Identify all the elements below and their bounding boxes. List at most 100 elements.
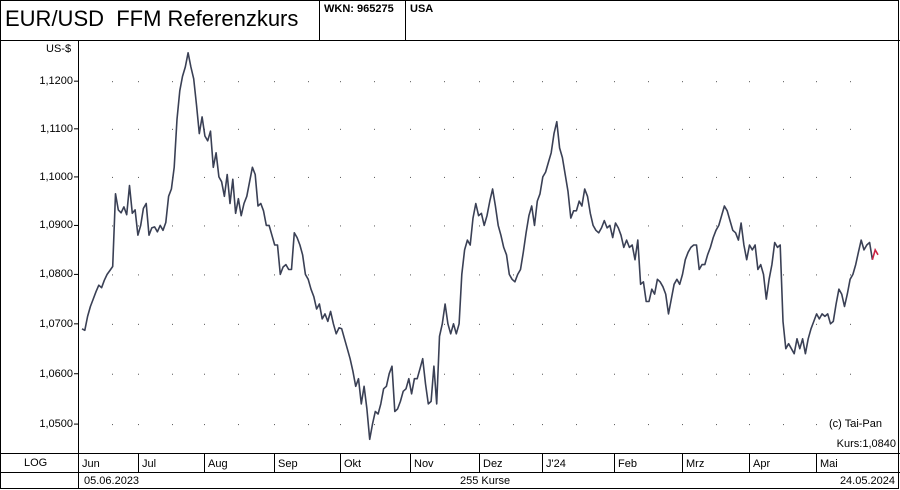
grid-dot [374,225,375,227]
grid-dot [204,373,205,375]
month-tick [749,454,750,472]
grid-dot [374,323,375,325]
footer-separator [0,472,900,473]
month-label: Aug [208,458,228,470]
grid-dot [274,274,275,276]
grid-dot [614,323,615,325]
grid-dot [308,373,309,375]
grid-dot [308,81,309,83]
grid-dot [444,225,445,227]
scale-mode-label: LOG [24,457,48,469]
grid-dot [783,225,784,227]
quote-count: 255 Kurse [460,475,511,487]
grid-dot [308,128,309,130]
grid-dot [816,323,817,325]
month-label: J'24 [546,458,566,470]
grid-dot [479,373,480,375]
month-label: Okt [344,458,362,470]
month-tick [340,454,341,472]
grid-dot [783,176,784,178]
grid-dot [576,128,577,130]
grid-dot [850,373,851,375]
grid-dot [112,323,113,325]
grid-dot [410,323,411,325]
grid-dot [238,323,239,325]
header-divider [405,0,406,41]
month-tick [138,454,139,472]
grid-dot [479,176,480,178]
grid-dot [274,176,275,178]
grid-dot [716,128,717,130]
grid-dot [816,373,817,375]
y-tick-label: 1,0600 [39,367,73,380]
month-tick [542,454,543,472]
grid-dot [308,323,309,325]
grid-dot [479,225,480,227]
grid-dot [410,274,411,276]
grid-dot [576,176,577,178]
grid-dot [138,225,139,227]
grid-dot [112,128,113,130]
grid-dot [648,323,649,325]
grid-dot [576,274,577,276]
grid-dot [576,373,577,375]
grid-dot [614,176,615,178]
grid-dot [479,323,480,325]
grid-dot [850,424,851,426]
grid-dot [749,225,750,227]
grid-dot [340,323,341,325]
grid-dot [374,274,375,276]
grid-dot [816,225,817,227]
grid-dot [340,81,341,83]
grid-dot [716,373,717,375]
country-label: USA [410,3,434,15]
grid-dot [648,128,649,130]
month-tick [274,454,275,472]
wkn-label: WKN: 965275 [324,3,394,15]
grid-dot [648,373,649,375]
grid-dot [238,81,239,83]
grid-dot [716,424,717,426]
month-tick [479,454,480,472]
grid-dot [783,424,784,426]
grid-dot [783,274,784,276]
y-tick-label: 1,1200 [39,75,73,88]
grid-dot [816,176,817,178]
month-label: Mrz [686,458,705,470]
grid-dot [410,373,411,375]
grid-dot [308,424,309,426]
grid-dot [783,81,784,83]
grid-dot [716,176,717,178]
grid-dot [716,274,717,276]
month-label: Mai [820,458,838,470]
grid-dot [308,176,309,178]
grid-dot [749,373,750,375]
grid-dot [374,176,375,178]
grid-dot [340,128,341,130]
month-label: Apr [753,458,771,470]
grid-dot [749,323,750,325]
grid-dot [308,225,309,227]
month-tick [682,454,683,472]
grid-dot [513,373,514,375]
grid-dot [513,424,514,426]
grid-dot [749,424,750,426]
grid-dot [138,81,139,83]
grid-dot [513,323,514,325]
grid-dot [112,225,113,227]
month-tick [204,454,205,472]
grid-dot [374,424,375,426]
grid-dot [444,176,445,178]
grid-dot [112,81,113,83]
month-tick [614,454,615,472]
grid-dot [576,81,577,83]
grid-dot [542,225,543,227]
month-tick [410,454,411,472]
grid-dot [444,323,445,325]
grid-dot [542,373,543,375]
grid-dot [444,81,445,83]
grid-dot [850,128,851,130]
y-axis-line [78,41,79,489]
